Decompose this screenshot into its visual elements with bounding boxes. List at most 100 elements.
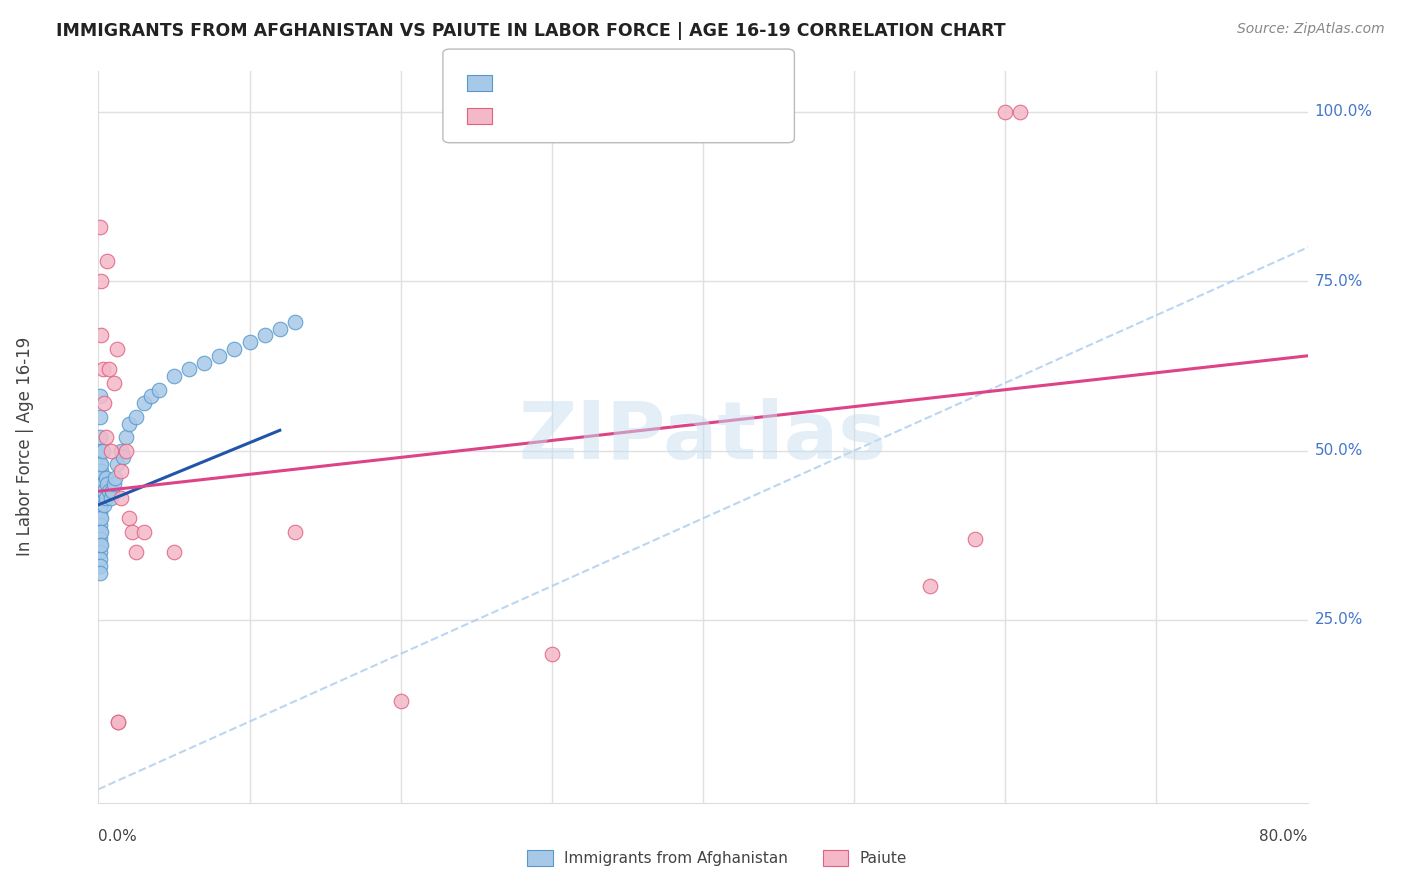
- Point: [89, 491, 111, 505]
- Point: [90, 457, 112, 471]
- Point: [125, 409, 148, 424]
- Text: R = 0.236: R = 0.236: [506, 74, 589, 92]
- Point: [239, 335, 262, 350]
- Point: [98, 362, 121, 376]
- Point: [114, 443, 136, 458]
- Point: [93, 498, 115, 512]
- Point: [89, 538, 111, 552]
- Point: [93, 396, 115, 410]
- Point: [101, 484, 124, 499]
- Point: [965, 532, 987, 546]
- Point: [90, 477, 112, 491]
- Text: IMMIGRANTS FROM AFGHANISTAN VS PAIUTE IN LABOR FORCE | AGE 16-19 CORRELATION CHA: IMMIGRANTS FROM AFGHANISTAN VS PAIUTE IN…: [56, 22, 1005, 40]
- Point: [103, 376, 125, 390]
- Point: [94, 471, 117, 485]
- Point: [89, 464, 111, 478]
- Text: Immigrants from Afghanistan: Immigrants from Afghanistan: [564, 851, 787, 865]
- Point: [89, 518, 111, 533]
- Point: [89, 471, 111, 485]
- Point: [89, 457, 111, 471]
- Point: [163, 369, 186, 384]
- Point: [110, 443, 132, 458]
- Point: [91, 484, 114, 499]
- Point: [114, 430, 136, 444]
- Point: [100, 491, 122, 505]
- Point: [89, 524, 111, 539]
- Point: [91, 362, 114, 376]
- Point: [90, 498, 112, 512]
- Point: [107, 714, 129, 729]
- Point: [148, 383, 170, 397]
- Point: [224, 342, 246, 356]
- Point: [253, 328, 276, 343]
- Point: [89, 558, 111, 573]
- Point: [1010, 105, 1032, 120]
- Text: Source: ZipAtlas.com: Source: ZipAtlas.com: [1237, 22, 1385, 37]
- Point: [89, 552, 111, 566]
- Point: [89, 566, 111, 580]
- Point: [89, 532, 111, 546]
- Point: [94, 491, 117, 505]
- Point: [193, 355, 215, 369]
- Point: [90, 524, 112, 539]
- Point: [89, 430, 111, 444]
- Point: [540, 647, 562, 661]
- Text: N = 67: N = 67: [612, 74, 669, 92]
- Point: [107, 714, 129, 729]
- Point: [89, 498, 111, 512]
- Text: ZIPatlas: ZIPatlas: [519, 398, 887, 476]
- Point: [208, 349, 231, 363]
- Point: [98, 484, 121, 499]
- Text: In Labor Force | Age 16-19: In Labor Force | Age 16-19: [17, 336, 34, 556]
- Point: [90, 511, 112, 525]
- Point: [89, 477, 111, 491]
- Point: [103, 477, 125, 491]
- Point: [269, 322, 291, 336]
- Text: 100.0%: 100.0%: [1315, 104, 1372, 120]
- Point: [94, 430, 117, 444]
- Point: [111, 450, 134, 465]
- Point: [90, 464, 112, 478]
- Point: [89, 511, 111, 525]
- Point: [100, 443, 122, 458]
- Text: 0.0%: 0.0%: [98, 830, 138, 844]
- Point: [90, 538, 112, 552]
- Point: [105, 457, 128, 471]
- Point: [96, 254, 118, 268]
- Point: [141, 389, 163, 403]
- Point: [177, 362, 201, 376]
- Point: [918, 579, 941, 593]
- Point: [90, 471, 112, 485]
- Point: [89, 471, 111, 485]
- Point: [994, 105, 1017, 120]
- Point: [132, 396, 155, 410]
- Text: 25.0%: 25.0%: [1315, 613, 1362, 627]
- Point: [118, 511, 141, 525]
- Text: 50.0%: 50.0%: [1315, 443, 1362, 458]
- Text: 75.0%: 75.0%: [1315, 274, 1362, 289]
- Point: [121, 524, 143, 539]
- Point: [284, 524, 307, 539]
- Point: [89, 389, 111, 403]
- Point: [91, 477, 114, 491]
- Text: N = 28: N = 28: [612, 107, 669, 125]
- Point: [105, 342, 128, 356]
- Text: 80.0%: 80.0%: [1260, 830, 1308, 844]
- Text: R = 0.233: R = 0.233: [506, 107, 589, 125]
- Point: [93, 484, 115, 499]
- Text: Paiute: Paiute: [859, 851, 907, 865]
- Point: [89, 484, 111, 499]
- Point: [90, 274, 112, 288]
- Point: [90, 328, 112, 343]
- Point: [89, 484, 111, 499]
- Point: [284, 315, 307, 329]
- Point: [90, 484, 112, 499]
- Point: [132, 524, 155, 539]
- Point: [89, 220, 111, 235]
- Point: [96, 477, 118, 491]
- Point: [89, 477, 111, 491]
- Point: [89, 505, 111, 519]
- Point: [89, 409, 111, 424]
- Point: [91, 443, 114, 458]
- Point: [110, 491, 132, 505]
